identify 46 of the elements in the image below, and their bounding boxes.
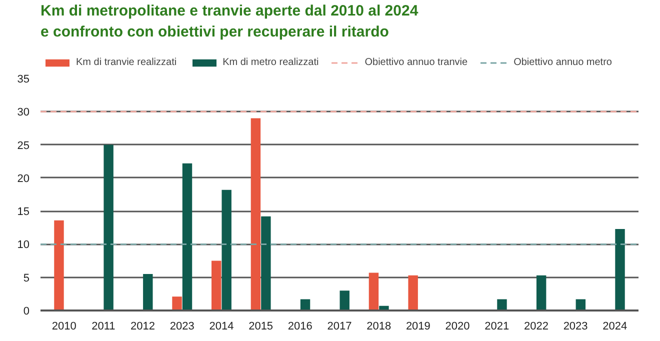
- y-tick-label: 30: [17, 106, 30, 119]
- x-tick-label: 2020: [445, 320, 470, 332]
- bar: [408, 275, 418, 310]
- bar: [261, 216, 271, 310]
- x-tick-label: 2010: [52, 320, 76, 332]
- bar: [212, 260, 222, 310]
- legend-label: Obiettivo annuo tranvie: [364, 57, 468, 68]
- bar: [615, 228, 625, 310]
- bar: [222, 190, 232, 310]
- chart-subtitle: e confronto con obiettivi per recuperare il ritardo: [40, 24, 389, 40]
- x-tick-label: 2012: [130, 320, 156, 332]
- bar: [300, 299, 310, 310]
- y-tick-label: 5: [23, 272, 30, 284]
- bar: [172, 296, 182, 310]
- y-tick-label: 35: [17, 74, 30, 86]
- x-tick-label: 2023: [170, 320, 194, 332]
- y-tick-label: 0: [23, 306, 30, 318]
- x-tick-label: 2024: [602, 320, 628, 332]
- bar: [182, 163, 192, 310]
- bar: [104, 144, 114, 310]
- bar: [143, 274, 153, 310]
- y-tick-label: 25: [17, 140, 30, 152]
- x-tick-label: 2015: [248, 320, 274, 332]
- y-tick-label: 10: [17, 239, 30, 252]
- bar: [576, 299, 586, 310]
- x-tick-label: 2016: [288, 320, 312, 332]
- y-tick-label: 15: [17, 206, 30, 218]
- x-tick-label: 2011: [92, 320, 116, 332]
- bar: [54, 220, 64, 310]
- bar: [250, 118, 261, 310]
- legend-label: Obiettivo annuo metro: [514, 57, 612, 68]
- y-tick-label: 20: [17, 172, 30, 185]
- x-tick-label: 2023: [563, 320, 588, 332]
- x-tick-label: 2022: [524, 320, 548, 332]
- x-tick-label: 2021: [484, 320, 510, 332]
- chart-title: Km di metropolitane e tranvie aperte dal 2010 al 2024: [40, 2, 419, 20]
- legend-label: Km di metro realizzati: [222, 57, 319, 68]
- x-tick-label: 2017: [327, 320, 352, 332]
- x-tick-label: 2014: [209, 320, 234, 332]
- x-tick-label: 2018: [366, 320, 392, 332]
- bar: [368, 272, 379, 310]
- bar: [536, 275, 546, 310]
- x-tick-label: 2019: [406, 320, 430, 332]
- bar: [340, 290, 350, 310]
- legend-label: Km di tranvie realizzati: [76, 57, 177, 68]
- bar: [497, 299, 507, 310]
